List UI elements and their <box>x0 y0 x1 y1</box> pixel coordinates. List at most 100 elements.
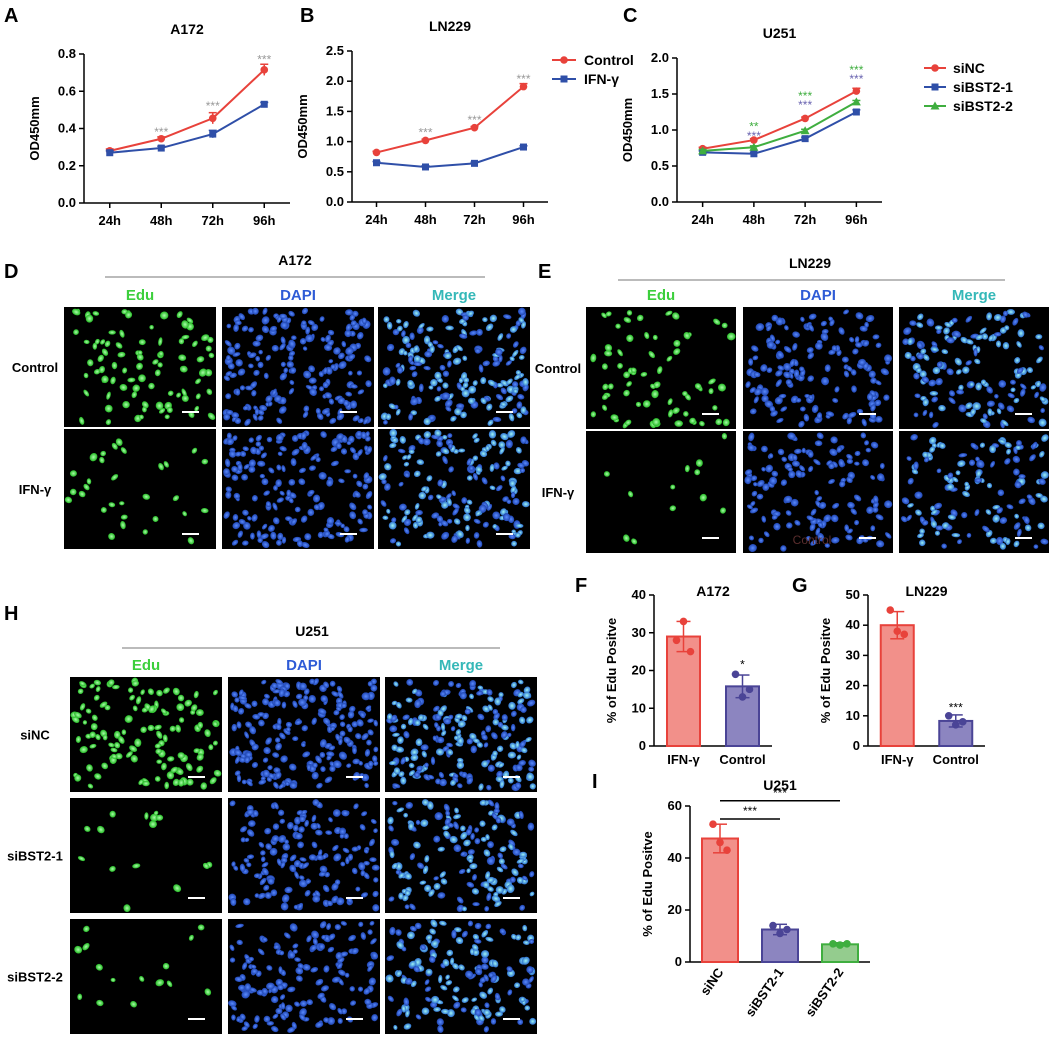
cell-nucleus <box>276 464 282 471</box>
cell-nucleus <box>393 1024 398 1030</box>
data-point-sibst2-1 <box>783 925 791 934</box>
cell-nucleus <box>297 963 304 969</box>
cell-nucleus <box>413 965 420 973</box>
cell-nucleus <box>855 342 863 348</box>
cell-nucleus <box>288 763 297 771</box>
cell-nucleus <box>288 355 294 361</box>
cell-nucleus <box>919 539 926 547</box>
cell-nucleus <box>338 969 346 976</box>
cell-nucleus <box>439 364 446 371</box>
cell-nucleus <box>321 408 330 415</box>
significance-stars: *** <box>154 125 168 139</box>
cell-nucleus <box>722 418 730 427</box>
cell-nucleus <box>476 690 484 696</box>
cell-nucleus <box>440 722 446 732</box>
cell-nucleus <box>903 327 912 335</box>
cell-nucleus <box>453 1001 461 1009</box>
cell-nucleus <box>420 944 427 951</box>
y-tick-label: 40 <box>632 587 646 602</box>
cell-nucleus <box>428 385 434 390</box>
cell-nucleus <box>831 537 840 544</box>
cell-nucleus <box>142 780 150 787</box>
cell-nucleus <box>626 310 633 316</box>
cell-nucleus <box>254 407 260 416</box>
cell-nucleus <box>499 446 505 455</box>
cell-nucleus <box>339 730 346 737</box>
cell-nucleus <box>352 473 358 479</box>
y-tick-label: 0.8 <box>58 46 76 61</box>
cell-nucleus <box>982 413 988 420</box>
cell-nucleus <box>229 372 237 378</box>
y-tick-label: 2.0 <box>651 50 669 65</box>
cell-nucleus <box>499 846 507 853</box>
cell-nucleus <box>270 889 278 897</box>
data-point-control <box>731 670 740 679</box>
cell-nucleus <box>510 829 518 837</box>
cell-nucleus <box>958 453 968 458</box>
significance-stars: *** <box>743 804 757 818</box>
cell-nucleus <box>615 323 621 329</box>
cell-nucleus <box>832 502 840 509</box>
cell-nucleus <box>404 904 410 910</box>
cell-nucleus <box>157 362 163 368</box>
cell-nucleus <box>279 372 288 381</box>
cell-nucleus <box>917 533 924 539</box>
cell-nucleus <box>602 383 609 391</box>
cell-nucleus <box>251 762 258 768</box>
cell-nucleus <box>481 956 489 964</box>
cell-nucleus <box>333 709 340 716</box>
cell-nucleus <box>453 821 459 830</box>
cell-nucleus <box>318 472 327 480</box>
data-point-sibst2-1 <box>769 921 777 930</box>
cell-nucleus <box>194 405 200 412</box>
cell-nucleus <box>200 508 209 514</box>
cell-nucleus <box>482 881 490 889</box>
cell-nucleus <box>298 826 305 833</box>
data-point-control <box>260 66 269 74</box>
cell-nucleus <box>345 309 354 316</box>
series-line-control <box>376 85 525 154</box>
cell-nucleus <box>870 377 877 384</box>
cell-nucleus <box>281 465 286 473</box>
micrograph-group-title: LN229 <box>789 255 831 271</box>
data-point-sinc <box>852 87 861 95</box>
cell-nucleus <box>970 442 978 450</box>
cell-nucleus <box>452 503 460 510</box>
cell-nucleus <box>683 411 689 417</box>
cell-nucleus <box>511 933 517 940</box>
cell-nucleus <box>936 361 943 368</box>
significance-stars: *** <box>206 99 220 113</box>
cell-nucleus <box>922 398 929 407</box>
cell-nucleus <box>461 771 468 778</box>
cell-nucleus <box>323 367 328 375</box>
cell-nucleus <box>276 417 283 424</box>
cell-nucleus <box>414 922 422 930</box>
cell-nucleus <box>644 332 650 339</box>
cell-nucleus <box>276 858 282 866</box>
cell-nucleus <box>263 884 270 891</box>
cell-nucleus <box>998 380 1007 388</box>
cell-nucleus <box>163 461 169 468</box>
cell-nucleus <box>438 974 443 984</box>
cell-nucleus <box>982 525 990 533</box>
cell-nucleus <box>248 459 256 468</box>
cell-nucleus <box>433 876 439 881</box>
cell-nucleus <box>450 957 455 965</box>
cell-nucleus <box>525 737 532 743</box>
cell-nucleus <box>292 700 298 708</box>
cell-nucleus <box>401 515 408 523</box>
cell-nucleus <box>278 809 285 816</box>
cell-nucleus <box>771 514 778 520</box>
cell-nucleus <box>491 959 499 968</box>
cell-nucleus <box>865 447 871 453</box>
cell-nucleus <box>783 346 792 353</box>
cell-nucleus <box>398 872 405 879</box>
cell-nucleus <box>500 863 508 870</box>
cell-nucleus <box>241 990 250 999</box>
cell-nucleus <box>1006 504 1014 510</box>
cell-nucleus <box>396 325 403 332</box>
cell-nucleus <box>962 366 970 374</box>
cell-nucleus <box>432 735 438 741</box>
cell-nucleus <box>433 835 441 843</box>
cell-nucleus <box>481 734 488 741</box>
